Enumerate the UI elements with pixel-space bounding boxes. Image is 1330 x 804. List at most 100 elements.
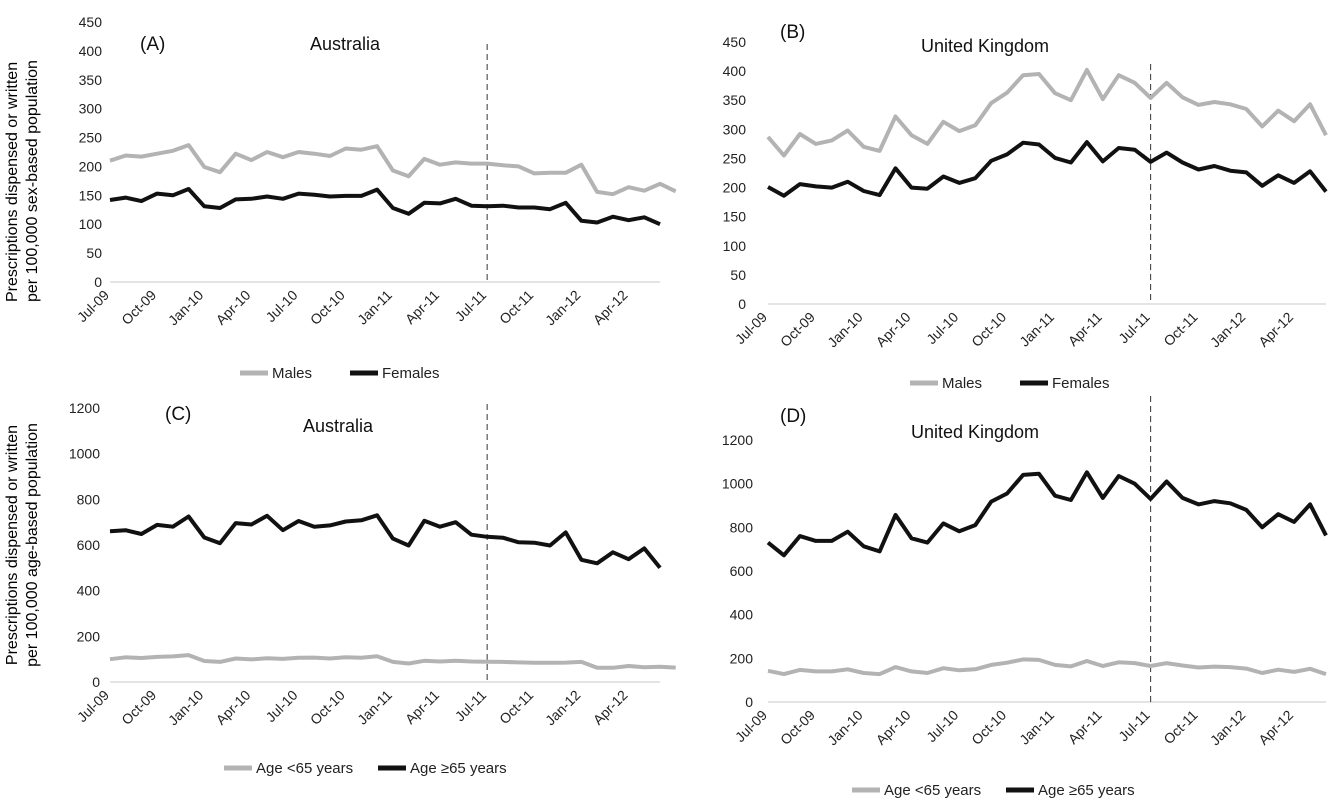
y-tick-label: 400 <box>77 583 101 599</box>
x-tick-label: Apr-11 <box>402 687 442 727</box>
y-tick-label: 350 <box>723 92 747 108</box>
x-tick-label: Jan-12 <box>1207 309 1249 351</box>
x-tick-label: Jan-10 <box>824 707 866 749</box>
x-tick-label: Jan-10 <box>824 309 866 351</box>
x-tick-label: Jul-09 <box>74 687 112 725</box>
y-tick-label: 150 <box>723 209 747 225</box>
y-tick-label: 800 <box>77 491 101 507</box>
y-tick-label: 50 <box>730 267 746 283</box>
x-tick-label: Oct-09 <box>777 309 818 350</box>
y-tick-label: 0 <box>745 694 753 710</box>
series-line-grey <box>767 657 1327 677</box>
x-tick-label: Oct-11 <box>496 687 536 727</box>
x-tick-label: Jan-10 <box>165 287 207 329</box>
legend-label: Age <65 years <box>256 760 353 777</box>
x-tick-label: Apr-10 <box>213 687 254 728</box>
y-tick-label: 200 <box>723 180 747 196</box>
legend-label: Age <65 years <box>884 782 981 799</box>
x-tick-label: Oct-10 <box>307 687 348 728</box>
y-tick-label: 0 <box>92 674 100 690</box>
y-tick-label: 200 <box>730 650 754 666</box>
x-tick-label: Jan-12 <box>542 687 584 729</box>
legend-label: Age ≥65 years <box>1038 782 1135 799</box>
x-tick-label: Jul-10 <box>923 707 961 745</box>
y-tick-label: 300 <box>723 121 747 137</box>
x-tick-label: Jan-10 <box>165 687 207 729</box>
x-tick-label: Jul-11 <box>452 287 490 325</box>
y-tick-label: 100 <box>723 238 747 254</box>
y-tick-label: 400 <box>79 43 103 59</box>
x-tick-label: Apr-12 <box>1255 309 1296 350</box>
panel-title: Australia <box>303 416 374 436</box>
x-tick-label: Jul-10 <box>262 287 300 325</box>
y-tick-label: 600 <box>77 537 101 553</box>
y-tick-label: 200 <box>79 158 103 174</box>
legend-label: Males <box>272 365 312 382</box>
y-tick-label: 1200 <box>722 432 753 448</box>
x-tick-label: Apr-11 <box>1065 707 1105 747</box>
x-tick-label: Jul-10 <box>262 687 300 725</box>
x-tick-label: Apr-11 <box>402 287 442 327</box>
series-line-grey <box>109 143 677 197</box>
panel-label: (D) <box>780 406 806 427</box>
y-tick-label: 250 <box>79 130 103 146</box>
x-tick-label: Jul-10 <box>923 309 961 347</box>
y-tick-label: 300 <box>79 101 103 117</box>
x-tick-label: Jul-11 <box>1115 309 1153 347</box>
series-line-grey <box>109 653 676 670</box>
x-tick-label: Oct-11 <box>1160 309 1200 349</box>
y-tick-label: 50 <box>86 245 102 261</box>
x-tick-label: Jul-11 <box>452 687 490 725</box>
y-tick-label: 1000 <box>722 476 753 492</box>
x-tick-label: Oct-09 <box>118 687 159 728</box>
y-tick-label: 400 <box>723 63 747 79</box>
y-tick-label: 1000 <box>69 446 100 462</box>
legend-label: Age ≥65 years <box>410 760 507 777</box>
x-tick-label: Oct-11 <box>496 287 536 327</box>
x-tick-label: Oct-10 <box>968 309 1009 350</box>
legend-label: Females <box>1052 375 1110 392</box>
y-tick-label: 100 <box>79 216 103 232</box>
y-tick-label: 150 <box>79 187 103 203</box>
x-tick-label: Jan-12 <box>1207 707 1249 749</box>
series-line-black <box>766 470 1328 558</box>
x-tick-label: Oct-09 <box>118 287 159 328</box>
x-tick-label: Apr-12 <box>590 287 631 328</box>
x-tick-label: Jul-09 <box>732 707 770 745</box>
x-tick-label: Jul-11 <box>1115 707 1153 745</box>
panel-label: (B) <box>780 22 805 43</box>
x-tick-label: Apr-12 <box>1255 707 1296 748</box>
x-tick-label: Apr-10 <box>873 309 914 350</box>
y-tick-label: 450 <box>723 34 747 50</box>
y-tick-label: 0 <box>738 296 746 312</box>
x-tick-label: Oct-10 <box>307 287 348 328</box>
x-tick-label: Jan-11 <box>354 287 395 328</box>
panel-label: (A) <box>140 34 165 55</box>
panel-title: Australia <box>310 34 381 54</box>
y-tick-label: 250 <box>723 150 747 166</box>
y-tick-label: 400 <box>730 607 754 623</box>
panel-title: United Kingdom <box>921 36 1049 56</box>
panel-title: United Kingdom <box>911 422 1039 442</box>
x-tick-label: Jan-12 <box>542 287 584 329</box>
x-tick-label: Oct-10 <box>968 707 1009 748</box>
series-line-black <box>109 187 661 227</box>
panel-label: (C) <box>165 404 191 425</box>
series-line-grey <box>766 67 1328 158</box>
y-tick-label: 600 <box>730 563 754 579</box>
series-line-black <box>109 513 662 570</box>
x-tick-label: Jan-11 <box>354 687 395 728</box>
x-tick-label: Jan-11 <box>1016 707 1057 748</box>
legend-label: Males <box>942 375 982 392</box>
y-tick-label: 450 <box>79 14 103 30</box>
x-tick-label: Jul-09 <box>732 309 770 347</box>
series-line-black <box>767 140 1328 198</box>
y-tick-label: 0 <box>94 274 102 290</box>
y-tick-label: 800 <box>730 519 754 535</box>
y-tick-label: 350 <box>79 72 103 88</box>
